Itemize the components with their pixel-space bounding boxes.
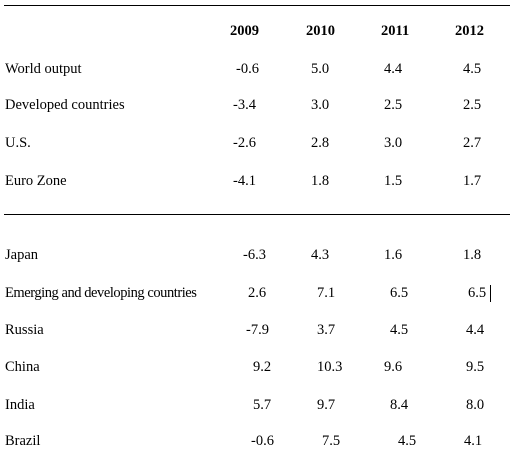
value-2011: 4.4 <box>384 61 403 77</box>
value-2011: 4.5 <box>390 322 409 338</box>
value-2009: -0.6 <box>236 61 259 77</box>
row-label: World output <box>5 61 82 77</box>
value-2011: 8.4 <box>390 397 409 413</box>
value-2009: 2.6 <box>248 285 267 301</box>
value-2012: 8.0 <box>466 397 485 413</box>
section-divider <box>4 214 510 215</box>
value-2010: 3.7 <box>317 322 336 338</box>
top-rule <box>4 5 510 6</box>
column-header-2010: 2010 <box>306 23 335 39</box>
value-2009: -2.6 <box>233 135 256 151</box>
value-2011: 9.6 <box>384 359 403 375</box>
value-2009: -0.6 <box>251 433 274 449</box>
row-label: Brazil <box>5 433 41 449</box>
row-label: Developed countries <box>5 97 125 113</box>
value-2012: 2.5 <box>463 97 482 113</box>
value-2010: 7.5 <box>322 433 341 449</box>
value-2011: 6.5 <box>390 285 409 301</box>
row-label: Japan <box>5 247 39 263</box>
row-label: Russia <box>5 322 44 338</box>
value-2009: -7.9 <box>246 322 269 338</box>
value-2012: 4.1 <box>464 433 483 449</box>
value-2010: 1.8 <box>311 173 330 189</box>
value-2010: 2.8 <box>311 135 330 151</box>
row-label: U.S. <box>5 135 31 151</box>
row-label: Euro Zone <box>5 173 67 189</box>
text-cursor <box>490 285 491 302</box>
value-2011: 1.6 <box>384 247 403 263</box>
column-header-2011: 2011 <box>381 23 410 39</box>
row-label: India <box>5 397 35 413</box>
value-2010: 9.7 <box>317 397 336 413</box>
value-2012: 6.5 <box>468 285 487 301</box>
value-2011: 4.5 <box>398 433 417 449</box>
value-2010: 4.3 <box>311 247 330 263</box>
value-2011: 1.5 <box>384 173 403 189</box>
value-2012: 4.4 <box>466 322 485 338</box>
value-2012: 1.8 <box>463 247 482 263</box>
value-2010: 10.3 <box>317 359 343 375</box>
value-2010: 5.0 <box>311 61 330 77</box>
value-2009: -4.1 <box>233 173 256 189</box>
value-2009: -3.4 <box>233 97 256 113</box>
value-2009: -6.3 <box>243 247 266 263</box>
column-header-2009: 2009 <box>230 23 259 39</box>
value-2010: 7.1 <box>317 285 336 301</box>
value-2012: 4.5 <box>463 61 482 77</box>
value-2012: 1.7 <box>463 173 482 189</box>
value-2009: 5.7 <box>253 397 272 413</box>
value-2011: 2.5 <box>384 97 403 113</box>
value-2009: 9.2 <box>253 359 272 375</box>
column-header-2012: 2012 <box>455 23 484 39</box>
value-2011: 3.0 <box>384 135 403 151</box>
value-2012: 9.5 <box>466 359 485 375</box>
value-2010: 3.0 <box>311 97 330 113</box>
row-label: Emerging and developing countries <box>5 285 197 301</box>
row-label: China <box>5 359 40 375</box>
value-2012: 2.7 <box>463 135 482 151</box>
